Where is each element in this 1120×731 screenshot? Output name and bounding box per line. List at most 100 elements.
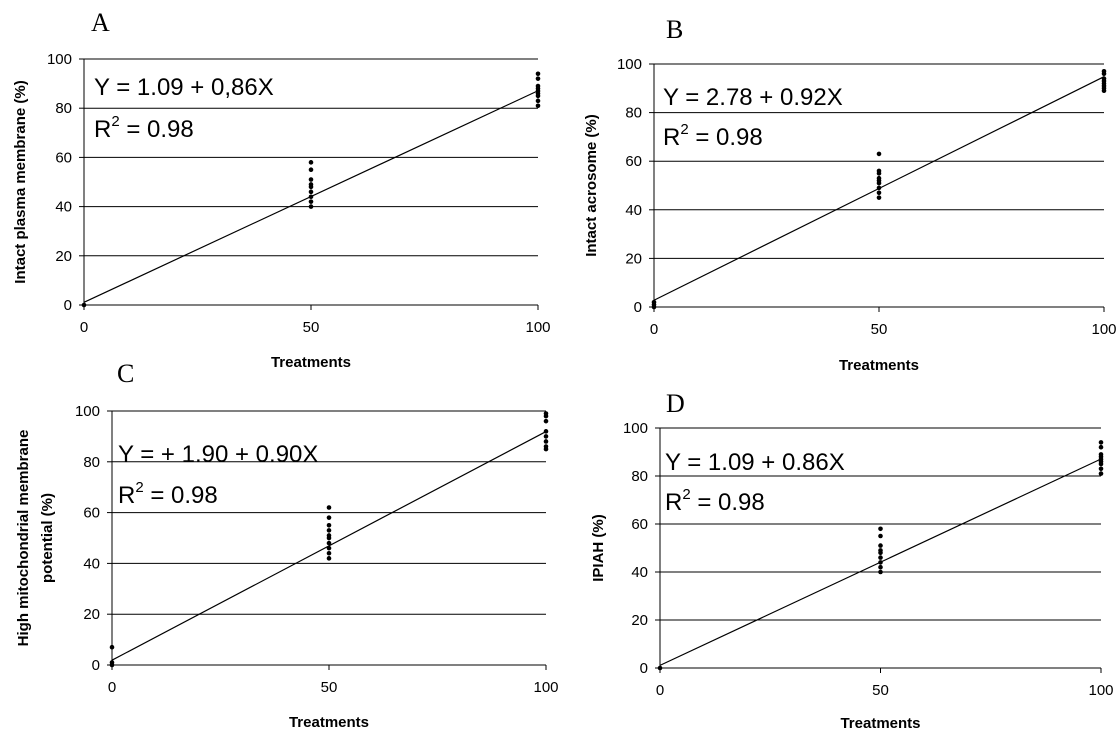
data-point: [1101, 76, 1107, 81]
data-point: [308, 189, 314, 195]
data-point: [543, 411, 549, 416]
data-point: [1101, 68, 1107, 74]
data-point: [326, 523, 332, 528]
data-point: [878, 560, 883, 565]
y-tick-label: 100: [617, 56, 642, 73]
data-point: [308, 194, 314, 200]
y-tick-label: 60: [55, 149, 72, 166]
data-point: [878, 569, 883, 575]
panel-c: C 0 20 40 60 80 100 0 50 100 Y = + 1.90 + 0.90X R2 …: [15, 359, 559, 731]
data-point: [543, 444, 549, 449]
panel-a: A 0 20 40 60 80 100 0 50 100 Y = 1.09 + 0,86X R2 = …: [12, 8, 551, 371]
data-point: [878, 533, 883, 539]
x-axis-title: Treatments: [839, 357, 919, 374]
data-point: [326, 515, 332, 520]
r-squared: R2 = 0.98: [94, 113, 194, 143]
y-tick-label: 0: [640, 660, 648, 677]
data-point: [109, 660, 115, 665]
regression-equation: Y = 2.78 + 0.92X: [663, 84, 843, 111]
y-tick-label: 100: [623, 420, 648, 437]
r-squared: R2 = 0.98: [665, 486, 765, 516]
data-point: [109, 644, 115, 650]
panel-letter: A: [91, 8, 110, 37]
x-tick-label: 0: [656, 682, 664, 699]
data-point: [1098, 440, 1104, 445]
data-point: [308, 160, 314, 165]
data-point: [876, 151, 882, 157]
data-point: [878, 548, 883, 553]
data-point: [543, 439, 549, 444]
x-axis-title: Treatments: [289, 714, 369, 731]
data-point: [326, 556, 332, 561]
r-squared-superscript: 2: [682, 486, 690, 503]
data-point: [1098, 471, 1104, 476]
y-tick-label: 20: [55, 248, 72, 265]
x-axis-title: Treatments: [271, 354, 351, 371]
data-point: [876, 175, 882, 181]
x-tick-label: 50: [303, 319, 320, 336]
x-tick-label: 100: [533, 679, 558, 696]
data-point: [878, 543, 883, 548]
y-tick-label: 20: [631, 612, 648, 629]
y-axis-title: IPIAH (%): [590, 514, 607, 582]
r-squared-value: = 0.98: [691, 489, 765, 516]
y-tick-label: 0: [634, 299, 642, 316]
x-tick-label: 50: [872, 682, 889, 699]
x-axis-title: Treatments: [840, 715, 920, 731]
y-tick-label: 0: [92, 657, 100, 674]
r-squared-prefix: R: [665, 489, 682, 516]
y-axis-title: Intact acrosome (%): [583, 114, 600, 257]
x-tick-label: 100: [525, 319, 550, 336]
y-tick-label: 80: [55, 100, 72, 117]
data-point: [326, 540, 332, 546]
panel-b: B 0 20 40 60 80 100 0 50 100 Y = 2.78 + 0.92X R2 = …: [583, 15, 1117, 374]
data-point: [876, 195, 882, 200]
r-squared-value: = 0.98: [144, 482, 218, 509]
r-squared: R2 = 0.98: [118, 479, 218, 509]
r-squared-value: = 0.98: [689, 124, 763, 151]
r-squared-superscript: 2: [680, 121, 688, 138]
y-tick-label: 20: [83, 606, 100, 623]
r-squared-superscript: 2: [135, 479, 143, 496]
y-tick-label: 80: [631, 468, 648, 485]
panel-letter: B: [666, 15, 683, 44]
panel-letter: D: [666, 389, 685, 418]
panel-letter: C: [117, 359, 134, 388]
r-squared-prefix: R: [94, 116, 111, 143]
regression-equation: Y = + 1.90 + 0.90X: [118, 441, 318, 468]
data-point: [535, 71, 541, 77]
data-point: [651, 299, 657, 305]
x-tick-label: 100: [1091, 321, 1116, 338]
data-point: [326, 533, 332, 538]
r-squared-superscript: 2: [111, 113, 119, 130]
x-tick-label: 0: [80, 319, 88, 336]
data-point: [326, 545, 332, 551]
r-squared-prefix: R: [663, 124, 680, 151]
data-point: [1098, 452, 1104, 457]
y-tick-label: 40: [83, 555, 100, 572]
data-point: [543, 429, 549, 434]
data-point: [326, 528, 332, 533]
y-tick-label: 40: [625, 202, 642, 219]
data-point: [876, 190, 882, 196]
regression-equation: Y = 1.09 + 0,86X: [94, 74, 274, 101]
data-point: [1098, 444, 1104, 450]
y-tick-label: 40: [55, 199, 72, 216]
data-point: [876, 168, 882, 174]
y-tick-label: 80: [83, 454, 100, 471]
data-point: [878, 555, 883, 560]
data-point: [876, 185, 882, 191]
y-tick-label: 100: [47, 51, 72, 68]
x-tick-label: 100: [1088, 682, 1113, 699]
data-point: [878, 526, 883, 532]
r-squared: R2 = 0.98: [663, 121, 763, 151]
x-tick-label: 0: [650, 321, 658, 338]
data-point: [308, 199, 314, 204]
data-point: [326, 505, 332, 510]
y-tick-label: 60: [631, 516, 648, 533]
data-point: [657, 665, 663, 671]
data-point: [326, 550, 332, 556]
panel-d: D 0 20 40 60 80 100 0 50 100 Y = 1.09 + 0.86X R2 = …: [590, 389, 1114, 731]
x-tick-label: 50: [321, 679, 338, 696]
